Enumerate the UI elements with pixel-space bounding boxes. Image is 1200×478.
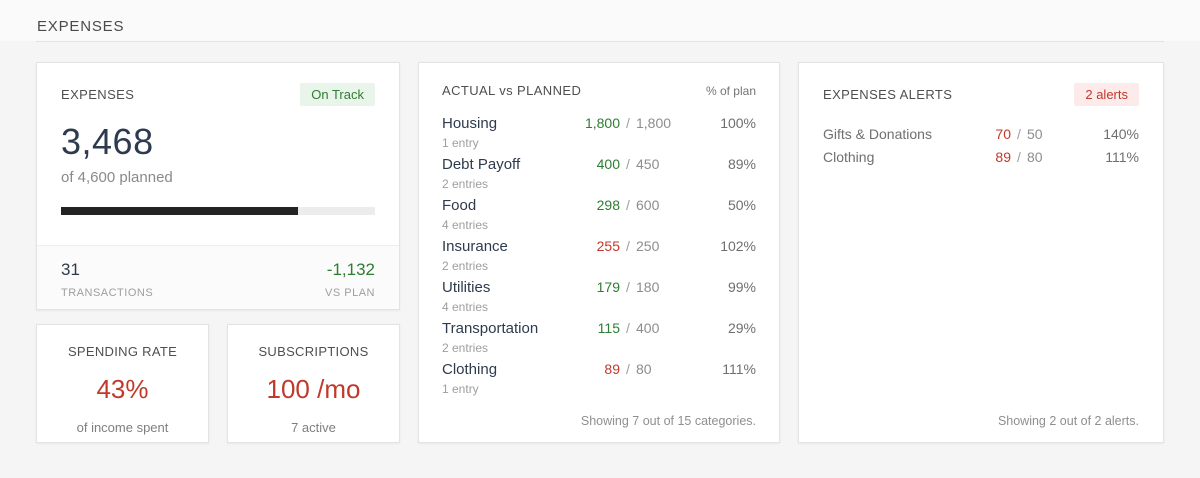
- category-row-utilities[interactable]: Utilities 179 / 180 99% 4 entries: [442, 279, 756, 314]
- summary-stats-row: 31 TRANSACTIONS -1,132 VS PLAN: [37, 245, 399, 309]
- header-divider: [36, 41, 1164, 42]
- summary-card-title: EXPENSES: [61, 87, 135, 102]
- entries-count: 1 entry: [442, 382, 479, 396]
- vs-plan-value: -1,132: [326, 260, 375, 279]
- page-title: EXPENSES: [37, 18, 125, 35]
- actual-value: 89: [604, 361, 620, 377]
- entries-count: 4 entries: [442, 218, 489, 232]
- alerts-footer: Showing 2 out of 2 alerts.: [997, 414, 1139, 428]
- expenses-summary-card: EXPENSES On Track 3,468 of 4,600 planned…: [36, 62, 400, 310]
- category-row-housing[interactable]: Housing 1,800 / 1,800 100% 1 entry: [442, 115, 756, 150]
- expenses-alerts-card: EXPENSES ALERTS 2 alerts Gifts & Donatio…: [798, 62, 1164, 443]
- value-separator: /: [626, 156, 630, 172]
- actual-value: 115: [597, 320, 620, 336]
- alert-row-gifts-donations[interactable]: Gifts & Donations 70 / 50 140%: [823, 126, 1139, 142]
- category-list: Housing 1,800 / 1,800 100% 1 entry Debt …: [442, 115, 756, 402]
- entries-count: 1 entry: [442, 136, 479, 150]
- subscriptions-card: SUBSCRIPTIONS 100 /mo 7 active: [227, 324, 400, 443]
- planned-value: 400: [636, 320, 660, 336]
- alert-planned-value: 50: [1027, 126, 1043, 142]
- percent-of-plan: 29%: [727, 320, 756, 336]
- value-separator: /: [1017, 149, 1021, 165]
- spending-rate-caption: of income spent: [76, 420, 169, 435]
- percent-of-plan: 111%: [722, 361, 756, 377]
- category-name: Food: [442, 197, 477, 214]
- value-separator: /: [626, 279, 630, 295]
- category-row-debt-payoff[interactable]: Debt Payoff 400 / 450 89% 2 entries: [442, 156, 756, 191]
- subscriptions-caption: 7 active: [291, 420, 336, 435]
- value-separator: /: [626, 320, 630, 336]
- value-separator: /: [1017, 126, 1021, 142]
- vs-plan-stat: -1,132 VS PLAN: [325, 260, 375, 309]
- total-expenses-value: 3,468: [61, 121, 154, 162]
- spending-rate-card: SPENDING RATE 43% of income spent: [36, 324, 209, 443]
- entries-count: 2 entries: [442, 259, 489, 273]
- alert-category-name: Gifts & Donations: [823, 126, 932, 142]
- alert-percent: 140%: [1103, 126, 1139, 142]
- planned-value: 250: [636, 238, 660, 254]
- transactions-count: 31: [61, 260, 80, 279]
- actual-vs-planned-card: ACTUAL vs PLANNED % of plan Housing 1,80…: [418, 62, 780, 443]
- alert-actual-value: 70: [995, 126, 1011, 142]
- category-name: Debt Payoff: [442, 156, 521, 173]
- vs-plan-label: VS PLAN: [325, 287, 375, 299]
- category-row-food[interactable]: Food 298 / 600 50% 4 entries: [442, 197, 756, 232]
- planned-value: 80: [636, 361, 652, 377]
- planned-value: 600: [636, 197, 660, 213]
- category-row-transportation[interactable]: Transportation 115 / 400 29% 2 entries: [442, 320, 756, 355]
- page-header-band: [0, 0, 1200, 41]
- actual-value: 400: [596, 156, 620, 172]
- category-name: Housing: [442, 115, 498, 132]
- percent-of-plan: 89%: [727, 156, 756, 172]
- alerts-list: Gifts & Donations 70 / 50 140% Clothing …: [823, 126, 1139, 172]
- planned-value: 450: [636, 156, 660, 172]
- alerts-count-badge: 2 alerts: [1074, 83, 1139, 106]
- actual-value: 1,800: [584, 115, 620, 131]
- spending-rate-title: SPENDING RATE: [67, 344, 178, 359]
- entries-count: 4 entries: [442, 300, 489, 314]
- planned-total-subtitle: of 4,600 planned: [61, 169, 173, 186]
- percent-of-plan-column-header: % of plan: [705, 83, 756, 98]
- value-separator: /: [626, 238, 630, 254]
- value-separator: /: [626, 361, 630, 377]
- category-row-insurance[interactable]: Insurance 255 / 250 102% 2 entries: [442, 238, 756, 273]
- percent-of-plan: 100%: [720, 115, 756, 131]
- entries-count: 2 entries: [442, 177, 489, 191]
- spending-rate-value: 43%: [96, 374, 149, 404]
- categories-footer: Showing 7 out of 15 categories.: [580, 414, 756, 428]
- actual-vs-planned-title: ACTUAL vs PLANNED: [442, 83, 582, 98]
- percent-of-plan: 99%: [727, 279, 756, 295]
- percent-of-plan: 102%: [720, 238, 756, 254]
- transactions-label: TRANSACTIONS: [61, 287, 154, 299]
- actual-value: 255: [596, 238, 620, 254]
- actual-value: 179: [596, 279, 620, 295]
- alerts-card-title: EXPENSES ALERTS: [823, 87, 953, 102]
- value-separator: /: [626, 115, 630, 131]
- planned-value: 180: [636, 279, 660, 295]
- value-separator: /: [626, 197, 630, 213]
- subscriptions-title: SUBSCRIPTIONS: [258, 344, 369, 359]
- subscriptions-value: 100 /mo: [266, 374, 361, 404]
- entries-count: 2 entries: [442, 341, 489, 355]
- category-name: Transportation: [442, 320, 539, 337]
- expenses-progress-bar: [61, 207, 375, 215]
- actual-value: 298: [596, 197, 620, 213]
- category-name: Utilities: [442, 279, 491, 296]
- category-name: Clothing: [442, 361, 498, 378]
- category-row-clothing[interactable]: Clothing 89 / 80 111% 1 entry: [442, 361, 756, 396]
- percent-of-plan: 50%: [727, 197, 756, 213]
- alert-percent: 111%: [1105, 149, 1139, 165]
- category-name: Insurance: [442, 238, 508, 255]
- on-track-badge: On Track: [300, 83, 375, 106]
- alert-planned-value: 80: [1027, 149, 1043, 165]
- alert-category-name: Clothing: [823, 149, 875, 165]
- alert-actual-value: 89: [995, 149, 1011, 165]
- alert-row-clothing[interactable]: Clothing 89 / 80 111%: [823, 149, 1139, 165]
- planned-value: 1,800: [636, 115, 672, 131]
- transactions-stat: 31 TRANSACTIONS: [61, 260, 153, 309]
- expenses-progress-fill: [61, 207, 298, 215]
